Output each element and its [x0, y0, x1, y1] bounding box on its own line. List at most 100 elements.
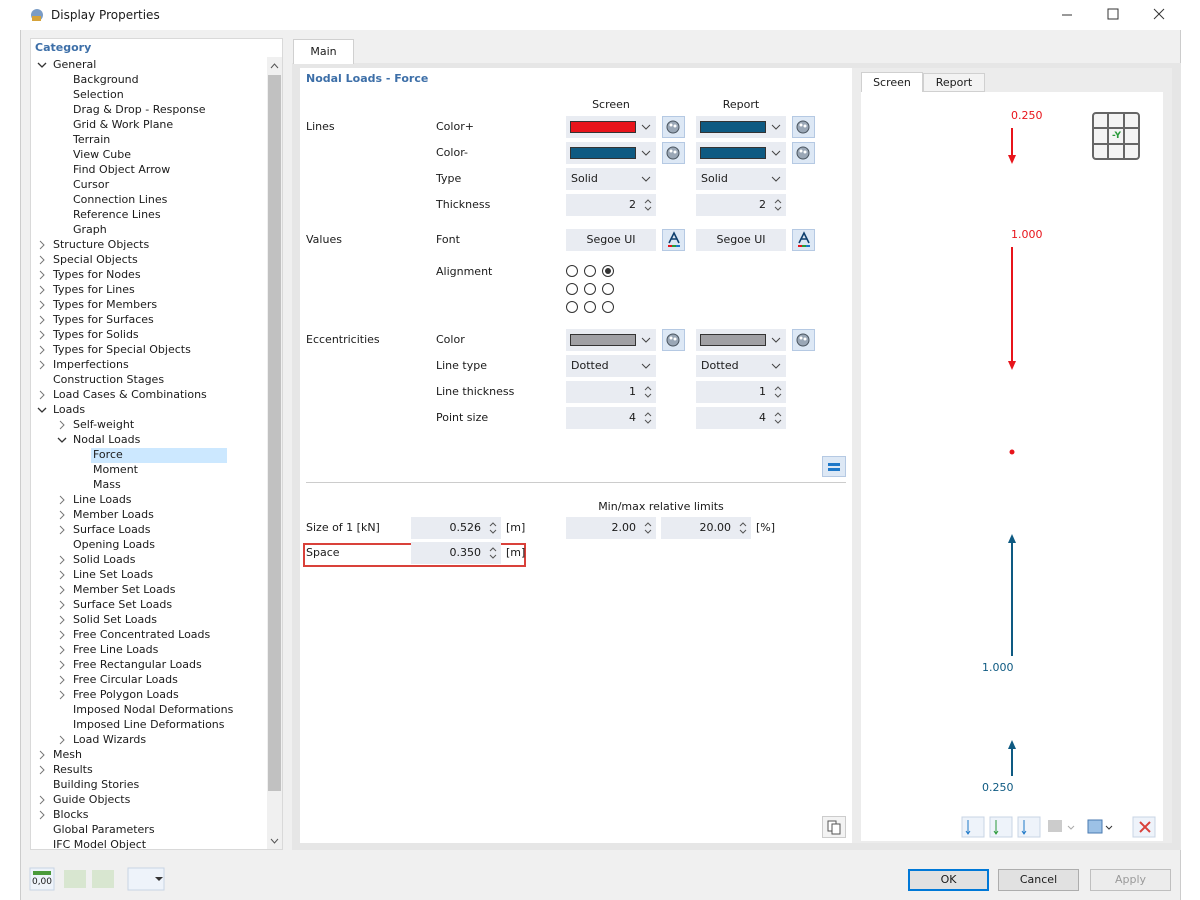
spin-arrows[interactable] — [644, 197, 652, 213]
tree-toggle[interactable] — [57, 495, 67, 505]
spin-arrows[interactable] — [644, 384, 652, 400]
field[interactable] — [696, 407, 786, 429]
tree-item[interactable]: View Cube — [73, 148, 132, 161]
tree-item[interactable]: Solid Loads — [73, 553, 136, 566]
tree-toggle[interactable] — [37, 390, 47, 400]
tree-item[interactable]: Connection Lines — [73, 193, 168, 206]
tree-item[interactable]: Solid Set Loads — [73, 613, 157, 626]
field[interactable] — [696, 194, 786, 216]
field[interactable] — [411, 517, 501, 539]
tree-item[interactable]: Moment — [93, 463, 138, 476]
tree-item[interactable]: Self-weight — [73, 418, 135, 431]
spin-arrows[interactable] — [774, 410, 782, 426]
tree-item[interactable]: Imposed Nodal Deformations — [73, 703, 234, 716]
scroll-thumb[interactable] — [268, 75, 281, 791]
main-tab[interactable] — [293, 39, 354, 64]
tree-item[interactable]: Drag & Drop - Response — [73, 103, 206, 116]
tree-item[interactable]: Graph — [73, 223, 107, 236]
field[interactable] — [661, 517, 751, 539]
tree-toggle[interactable] — [37, 60, 47, 70]
tree-item[interactable]: Surface Set Loads — [73, 598, 173, 611]
tree-item[interactable]: Member Set Loads — [73, 583, 176, 596]
equal-button[interactable] — [822, 456, 846, 477]
tree-item[interactable]: Reference Lines — [73, 208, 161, 221]
tree-toggle[interactable] — [37, 330, 47, 340]
tree-item[interactable]: Free Concentrated Loads — [73, 628, 211, 641]
tree-toggle[interactable] — [37, 360, 47, 370]
field[interactable] — [696, 168, 786, 190]
tree-toggle[interactable] — [57, 675, 67, 685]
tree-item[interactable]: Global Parameters — [53, 823, 155, 836]
tree-item[interactable]: Line Set Loads — [73, 568, 154, 581]
tree-toggle[interactable] — [57, 585, 67, 595]
field[interactable] — [566, 229, 656, 251]
tree-item[interactable]: Line Loads — [73, 493, 132, 506]
tree-toggle[interactable] — [37, 810, 47, 820]
tree-toggle[interactable] — [57, 660, 67, 670]
field[interactable] — [566, 355, 656, 377]
spin-arrows[interactable] — [739, 520, 747, 536]
window-controls[interactable] — [1060, 5, 1180, 25]
tree-toggle[interactable] — [57, 420, 67, 430]
tree-item[interactable]: Special Objects — [53, 253, 138, 266]
tree-toggle[interactable] — [37, 240, 47, 250]
tree-toggle[interactable] — [57, 600, 67, 610]
tree-item[interactable]: Cursor — [73, 178, 110, 191]
preview-tab[interactable] — [861, 72, 923, 93]
tree-toggle[interactable] — [37, 345, 47, 355]
field[interactable] — [566, 168, 656, 190]
tree-item[interactable]: Construction Stages — [53, 373, 165, 386]
field[interactable] — [566, 517, 656, 539]
preview-tab[interactable] — [923, 73, 985, 92]
tree-item[interactable]: Force — [93, 448, 123, 461]
tree-item[interactable]: Loads — [53, 403, 86, 416]
tree-item[interactable]: Types for Solids — [53, 328, 139, 341]
tree-toggle[interactable] — [57, 435, 67, 445]
tree-item[interactable]: Results — [53, 763, 93, 776]
spin-arrows[interactable] — [774, 384, 782, 400]
tree-toggle[interactable] — [57, 525, 67, 535]
tree-item[interactable]: Blocks — [53, 808, 89, 821]
tree-item[interactable]: Mesh — [53, 748, 82, 761]
tree-toggle[interactable] — [57, 645, 67, 655]
tree-toggle[interactable] — [57, 570, 67, 580]
tree-toggle[interactable] — [37, 315, 47, 325]
tree-item[interactable]: Mass — [93, 478, 121, 491]
tree-item[interactable]: Member Loads — [73, 508, 154, 521]
field[interactable] — [566, 194, 656, 216]
tree-toggle[interactable] — [57, 735, 67, 745]
tree-item[interactable]: Free Circular Loads — [73, 673, 178, 686]
tree-toggle[interactable] — [57, 690, 67, 700]
tree-item[interactable]: Types for Lines — [53, 283, 135, 296]
tree-item[interactable]: Background — [73, 73, 139, 86]
tree-item[interactable]: Types for Surfaces — [53, 313, 154, 326]
spin-arrows[interactable] — [489, 545, 497, 561]
tree-item[interactable]: Free Rectangular Loads — [73, 658, 202, 671]
tree-item[interactable]: Imperfections — [53, 358, 129, 371]
preview-toolbar[interactable] — [961, 816, 1162, 840]
tree-toggle[interactable] — [37, 270, 47, 280]
alignment-radios[interactable] — [566, 265, 626, 315]
scroll-arrows[interactable] — [268, 60, 281, 850]
spin-arrows[interactable] — [644, 520, 652, 536]
tree-item[interactable]: Free Polygon Loads — [73, 688, 179, 701]
tree-toggle[interactable] — [57, 510, 67, 520]
tree-item[interactable]: Free Line Loads — [73, 643, 159, 656]
tree-item[interactable]: Load Cases & Combinations — [53, 388, 207, 401]
tree-item[interactable]: Types for Special Objects — [53, 343, 191, 356]
tree-item[interactable]: Structure Objects — [53, 238, 150, 251]
cancel-button[interactable] — [998, 869, 1079, 891]
field[interactable] — [696, 381, 786, 403]
field[interactable] — [566, 381, 656, 403]
tree-item[interactable]: Imposed Line Deformations — [73, 718, 225, 731]
tree-item[interactable]: Surface Loads — [73, 523, 151, 536]
tree-item[interactable]: Building Stories — [53, 778, 140, 791]
tree-toggle[interactable] — [37, 795, 47, 805]
tree-item[interactable]: Terrain — [73, 133, 111, 146]
field[interactable] — [696, 355, 786, 377]
ok-button[interactable] — [908, 869, 989, 891]
tree-toggle[interactable] — [37, 255, 47, 265]
tree-toggle[interactable] — [37, 285, 47, 295]
spin-arrows[interactable] — [489, 520, 497, 536]
tree-toggle[interactable] — [37, 405, 47, 415]
